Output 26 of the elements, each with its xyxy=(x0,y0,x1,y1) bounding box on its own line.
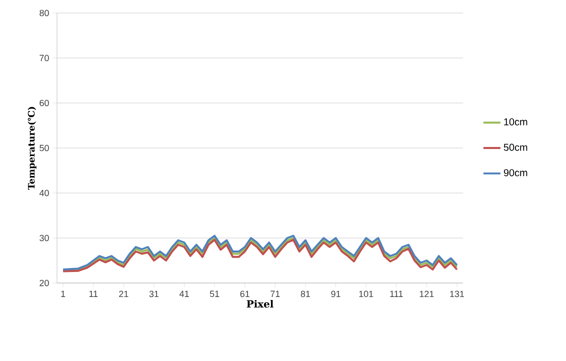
legend-label: 10cm xyxy=(504,118,528,126)
x-tick-label: 81 xyxy=(300,290,310,298)
x-tick-label: 1 xyxy=(61,290,66,297)
x-tick-label: 41 xyxy=(179,290,189,297)
x-tick-label: 111 xyxy=(390,290,403,297)
x-tick-label: 11 xyxy=(89,290,98,297)
y-tick-label: 60 xyxy=(40,100,49,106)
y-tick-label: 20 xyxy=(40,280,49,286)
x-axis-title: Pixel xyxy=(246,300,274,308)
y-tick-label: 50 xyxy=(40,144,49,152)
x-tick-label: 51 xyxy=(210,290,220,298)
y-tick-label: 70 xyxy=(40,54,49,62)
x-tick-label: 21 xyxy=(119,290,128,298)
x-tick-label: 121 xyxy=(420,290,434,298)
y-tick-label: 80 xyxy=(40,10,49,16)
x-tick-label: 101 xyxy=(359,290,374,298)
x-tick-label: 91 xyxy=(331,290,340,298)
x-tick-label: 131 xyxy=(450,290,464,298)
legend-label: 50cm xyxy=(504,144,528,151)
x-tick-label: 71 xyxy=(270,290,280,297)
y-tick-label: 30 xyxy=(40,234,49,242)
x-tick-label: 31 xyxy=(149,290,159,298)
y-tick-label: 40 xyxy=(39,190,49,196)
x-tick-label: 61 xyxy=(240,290,250,298)
y-axis-title: Temperature(℃) xyxy=(28,107,36,190)
legend-label: 90cm xyxy=(504,169,528,176)
